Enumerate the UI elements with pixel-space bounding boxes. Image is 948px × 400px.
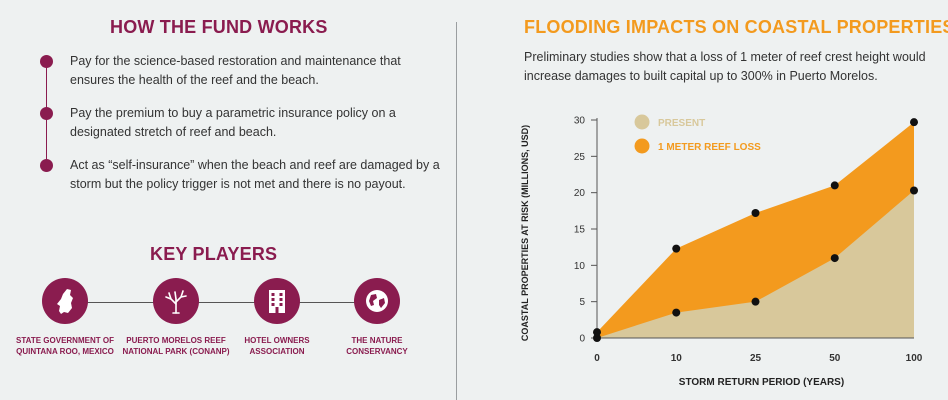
y-tick-label: 10 [574, 261, 586, 272]
chart-subtitle: Preliminary studies show that a loss of … [524, 50, 926, 83]
player-label: STATE GOVERNMENT OF QUINTANA ROO, MEXICO [16, 336, 114, 356]
legend-label: 1 METER REEF LOSS [658, 142, 761, 153]
legend-label: PRESENT [658, 118, 705, 129]
hotel-building-icon [254, 278, 300, 324]
left-panel: HOW THE FUND WORKS Pay for the science-b… [0, 0, 456, 400]
fund-bullet-text: Pay the premium to buy a parametric insu… [70, 106, 396, 139]
bullet-dot-icon [40, 55, 53, 68]
players-connector-line [65, 302, 377, 303]
present-data-point [910, 186, 918, 195]
x-axis-label: STORM RETURN PERIOD (YEARS) [679, 377, 844, 388]
legend-swatch-reef-loss [634, 138, 650, 154]
reef-loss-data-point [672, 244, 681, 253]
y-tick-label: 25 [574, 152, 586, 163]
fund-section-title: HOW THE FUND WORKS [110, 17, 328, 37]
reef-loss-data-point [751, 209, 760, 218]
x-tick-label: 25 [750, 353, 762, 364]
key-players-title: KEY PLAYERS [150, 244, 278, 264]
bullet-dot-icon [40, 159, 53, 172]
section-divider [456, 22, 457, 400]
y-tick-label: 5 [579, 297, 585, 308]
fund-bullet-text: Act as “self-insurance” when the beach a… [70, 158, 440, 191]
y-axis-label: COASTAL PROPERTIES AT RISK (MILLIONS, US… [520, 125, 530, 341]
present-data-point [830, 254, 839, 263]
reef-loss-data-point [910, 118, 918, 127]
present-data-point [593, 334, 601, 342]
y-tick-label: 30 [574, 116, 586, 127]
chart-areas [597, 122, 914, 339]
x-tick-label: 10 [671, 353, 683, 364]
globe-icon [354, 278, 400, 324]
reef-loss-data-point [830, 181, 839, 190]
quintana-roo-map-icon [42, 278, 88, 324]
present-area [597, 190, 914, 338]
fund-bullet-text: Pay for the science-based restoration an… [70, 54, 401, 87]
flooding-area-chart: 0 5 10 15 20 25 30 0 10 25 50 100 STORM RETURN PERIO… [520, 114, 923, 389]
y-tick-label: 0 [579, 334, 585, 345]
chart-axes: 0 5 10 15 20 25 30 0 10 25 50 100 STORM RETURN PERIO… [520, 116, 923, 389]
reef-loss-data-point [593, 328, 601, 337]
chart-title: FLOODING IMPACTS ON COASTAL PROPERTIES [524, 17, 948, 37]
chart-legend: PRESENT 1 METER REEF LOSS [634, 114, 761, 154]
present-data-point [672, 308, 681, 317]
player-label: THE NATURE CONSERVANCY [346, 336, 408, 356]
y-tick-label: 15 [574, 225, 586, 236]
coral-icon [153, 278, 199, 324]
bullet-dot-icon [40, 107, 53, 120]
legend-swatch-present [634, 114, 650, 130]
present-data-point [751, 297, 760, 306]
player-label: HOTEL OWNERS ASSOCIATION [244, 336, 310, 356]
x-tick-label: 0 [594, 353, 600, 364]
chart-points [593, 118, 918, 342]
player-label: PUERTO MORELOS REEF NATIONAL PARK (CONAN… [122, 336, 230, 356]
chart-panel: FLOODING IMPACTS ON COASTAL PROPERTIES P… [470, 0, 948, 400]
x-tick-label: 100 [906, 353, 923, 364]
x-tick-label: 50 [829, 353, 841, 364]
y-tick-label: 20 [574, 188, 586, 199]
